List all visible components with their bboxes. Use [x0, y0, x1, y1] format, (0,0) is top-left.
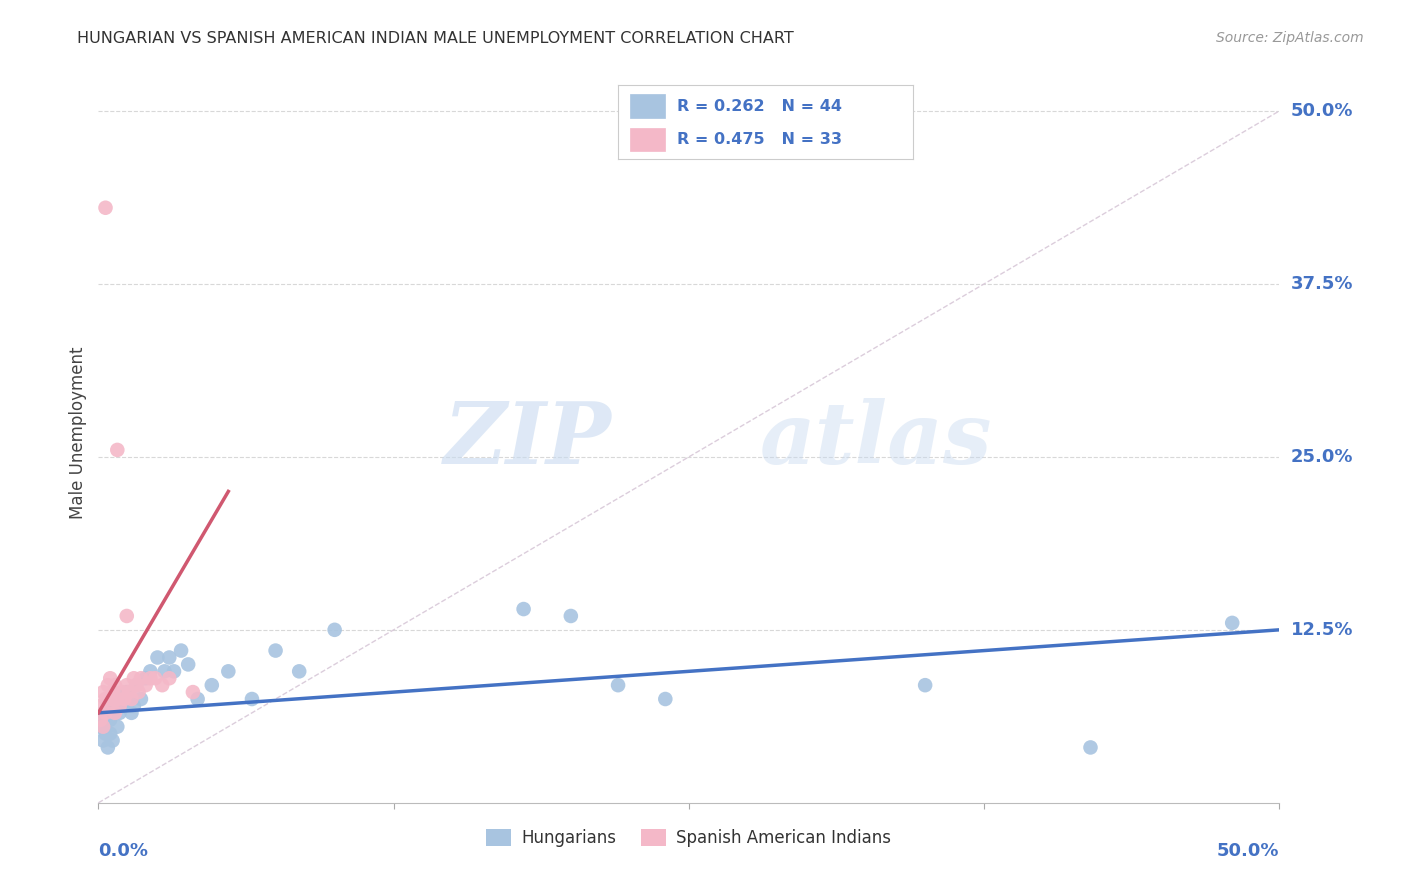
Legend: Hungarians, Spanish American Indians: Hungarians, Spanish American Indians	[479, 822, 898, 854]
Point	[90, 713, 112, 727]
Point	[323, 623, 346, 637]
Text: 25.0%: 25.0%	[1291, 448, 1353, 466]
Point	[150, 678, 173, 692]
Point	[91, 720, 114, 734]
Point	[98, 726, 121, 740]
Point	[121, 706, 143, 720]
Text: atlas: atlas	[759, 398, 993, 482]
Point	[122, 698, 145, 713]
Point	[105, 720, 128, 734]
Point	[157, 650, 180, 665]
Text: 0.0%: 0.0%	[98, 842, 149, 860]
Point	[143, 671, 166, 685]
Point	[97, 698, 120, 713]
Point	[112, 692, 135, 706]
Point	[128, 685, 150, 699]
Point	[607, 678, 630, 692]
Point	[201, 678, 224, 692]
Point	[115, 609, 138, 624]
Point	[914, 678, 936, 692]
Point	[94, 692, 117, 706]
Point	[98, 713, 121, 727]
Point	[125, 678, 148, 692]
Point	[105, 692, 128, 706]
Point	[163, 665, 186, 679]
Point	[139, 665, 162, 679]
Point	[98, 671, 121, 685]
Point	[118, 685, 141, 699]
Point	[108, 706, 131, 720]
Point	[115, 678, 138, 692]
Point	[288, 665, 311, 679]
Text: HUNGARIAN VS SPANISH AMERICAN INDIAN MALE UNEMPLOYMENT CORRELATION CHART: HUNGARIAN VS SPANISH AMERICAN INDIAN MAL…	[77, 31, 794, 46]
Point	[111, 685, 134, 699]
Point	[264, 643, 287, 657]
Y-axis label: Male Unemployment: Male Unemployment	[69, 346, 87, 519]
Point	[157, 671, 180, 685]
Point	[91, 733, 114, 747]
Point	[1080, 740, 1102, 755]
Point	[90, 698, 112, 713]
Text: 37.5%: 37.5%	[1291, 275, 1353, 293]
Point	[240, 692, 263, 706]
Point	[115, 685, 138, 699]
Text: 12.5%: 12.5%	[1291, 621, 1353, 639]
Point	[125, 678, 148, 692]
Point	[187, 692, 209, 706]
Point	[1220, 615, 1243, 630]
Point	[112, 698, 135, 713]
Text: 50.0%: 50.0%	[1291, 102, 1353, 120]
Point	[108, 698, 131, 713]
Point	[153, 665, 176, 679]
Point	[217, 665, 239, 679]
Point	[104, 706, 127, 720]
Text: 50.0%: 50.0%	[1218, 842, 1279, 860]
Point	[101, 733, 124, 747]
Point	[177, 657, 200, 672]
Point	[135, 678, 157, 692]
Point	[94, 201, 117, 215]
Point	[111, 692, 134, 706]
Text: Source: ZipAtlas.com: Source: ZipAtlas.com	[1216, 31, 1364, 45]
Point	[512, 602, 534, 616]
Point	[654, 692, 676, 706]
Point	[122, 671, 145, 685]
Point	[94, 706, 117, 720]
Point	[91, 685, 114, 699]
Point	[90, 720, 112, 734]
Point	[101, 706, 124, 720]
Point	[91, 706, 114, 720]
Point	[94, 726, 117, 740]
Point	[118, 692, 141, 706]
Point	[146, 650, 169, 665]
Point	[104, 678, 127, 692]
Point	[170, 643, 193, 657]
Point	[101, 685, 124, 699]
Point	[98, 692, 121, 706]
Text: ZIP: ZIP	[444, 398, 612, 482]
Point	[129, 692, 152, 706]
Point	[104, 698, 127, 713]
Point	[97, 740, 120, 755]
Point	[135, 671, 157, 685]
Point	[181, 685, 204, 699]
Point	[105, 442, 128, 457]
Point	[121, 692, 143, 706]
Point	[94, 713, 117, 727]
Point	[129, 671, 152, 685]
Point	[560, 609, 582, 624]
Point	[97, 698, 120, 713]
Point	[139, 671, 162, 685]
Point	[97, 678, 120, 692]
